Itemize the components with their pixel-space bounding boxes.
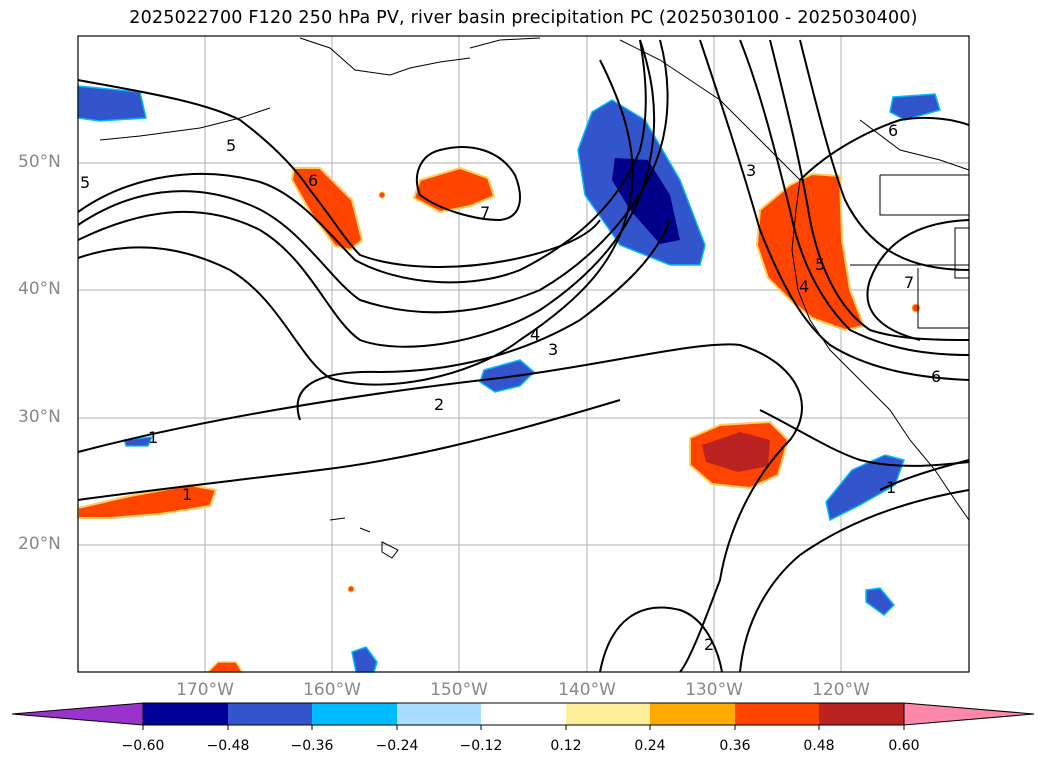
- map-frame: [77, 35, 970, 673]
- contour-label: 3: [548, 340, 558, 359]
- contour-label: 6: [888, 121, 898, 140]
- colorbar-tick-label: −0.36: [290, 738, 334, 754]
- contour-label: 6: [308, 171, 318, 190]
- blue-region-ne: [889, 93, 941, 121]
- colorbar-tick-label: 0.60: [888, 738, 920, 754]
- colorbar: [11, 702, 1035, 730]
- colorbar-tick-label: 0.12: [550, 738, 582, 754]
- colorbar-extend-right: [903, 702, 1035, 726]
- blue-region-mid: [479, 359, 536, 393]
- contour-label: 5: [226, 136, 236, 155]
- lat-label: 50°N: [18, 152, 61, 172]
- blue-region-small-2: [351, 646, 378, 673]
- colorbar-segment: [481, 703, 566, 725]
- contour-label: 1: [148, 428, 158, 447]
- colorbar-tick-label: −0.12: [459, 738, 503, 754]
- contour-label: 7: [480, 203, 490, 222]
- orange-dot-3: [911, 303, 921, 313]
- colorbar-extend-left: [11, 702, 144, 726]
- contour-label: 1: [886, 478, 896, 497]
- map-background: [78, 36, 969, 672]
- lon-label: 170°W: [176, 680, 234, 700]
- colorbar-segment: [143, 703, 228, 725]
- dark-red-core: [702, 432, 770, 472]
- lat-label: 20°N: [18, 534, 61, 554]
- colorbar-segment: [819, 703, 904, 725]
- colorbar-tick-label: −0.48: [206, 738, 250, 754]
- contour-label: 4: [799, 277, 809, 296]
- contour-label: 1: [182, 485, 192, 504]
- blue-region-small-1: [865, 587, 896, 616]
- colorbar-segment: [312, 703, 397, 725]
- dark-blue-core: [612, 158, 680, 244]
- orange-dot-2: [347, 585, 355, 593]
- contour-label: 2: [434, 395, 444, 414]
- colorbar-segment: [650, 703, 735, 725]
- pv-contours: [77, 39, 970, 673]
- lat-label: 30°N: [18, 407, 61, 427]
- contour-label: 2: [704, 635, 714, 654]
- colorbar-segment: [397, 703, 481, 725]
- orange-region-west: [77, 483, 218, 519]
- negative-precip-regions: [77, 85, 941, 673]
- lon-label: 150°W: [430, 680, 488, 700]
- colorbar-tick-label: −0.60: [121, 738, 165, 754]
- lon-label: 160°W: [303, 680, 361, 700]
- orange-dot-1: [378, 191, 386, 199]
- lon-label: 140°W: [558, 680, 616, 700]
- colorbar-tick-label: 0.48: [803, 738, 835, 754]
- contour-label: 4: [530, 325, 540, 344]
- colorbar-tick-label: −0.24: [375, 738, 419, 754]
- colorbar-segment: [735, 703, 819, 725]
- contour-label: 3: [746, 161, 756, 180]
- contour-label: 5: [815, 255, 825, 274]
- lat-label: 40°N: [18, 279, 61, 299]
- colorbar-tick-label: 0.36: [719, 738, 751, 754]
- lon-label: 120°W: [812, 680, 870, 700]
- map-title: 2025022700 F120 250 hPa PV, river basin …: [129, 8, 918, 28]
- blue-region-hawaii: [825, 454, 905, 522]
- contour-label: 7: [904, 273, 914, 292]
- lon-label: 130°W: [685, 680, 743, 700]
- contour-labels: 1 1 1 2 2 3 4 5 5 6 6 6 7 7 3 4 5: [80, 121, 941, 654]
- contour-label: 6: [931, 367, 941, 386]
- colorbar-segment: [566, 703, 650, 725]
- colorbar-tick-label: 0.24: [634, 738, 666, 754]
- orange-region-north: [412, 166, 496, 214]
- contour-label: 5: [80, 173, 90, 192]
- colorbar-segment: [228, 703, 312, 725]
